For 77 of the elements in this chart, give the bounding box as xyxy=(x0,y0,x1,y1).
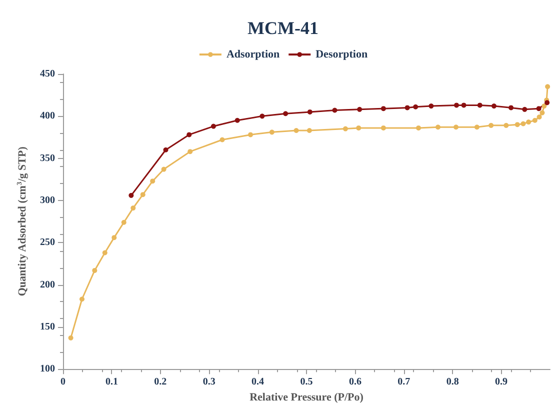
point xyxy=(454,102,459,108)
legend-label: Desorption xyxy=(316,48,368,60)
point xyxy=(435,124,440,130)
point xyxy=(80,296,84,302)
point xyxy=(380,125,386,130)
legend-label: Adsorption xyxy=(226,48,280,60)
point xyxy=(508,105,514,110)
point xyxy=(307,109,312,114)
x-tick-label: 0.3 xyxy=(202,376,216,388)
x-tick-label: 0.8 xyxy=(446,376,459,388)
y-tick-label: 100 xyxy=(40,364,55,375)
point xyxy=(380,106,386,112)
point xyxy=(342,126,348,132)
point xyxy=(128,192,134,198)
y-tick-label: 400 xyxy=(40,110,55,122)
point xyxy=(474,124,480,130)
point xyxy=(234,118,240,123)
y-tick-label: 350 xyxy=(40,152,55,164)
point xyxy=(283,111,288,116)
y-tick-label: 200 xyxy=(40,279,55,290)
point xyxy=(536,106,542,112)
point xyxy=(210,124,216,129)
point xyxy=(461,102,466,108)
point xyxy=(492,104,496,109)
point xyxy=(248,132,253,138)
x-tick-label: 0.1 xyxy=(105,376,118,388)
x-tick-label: 0.9 xyxy=(495,376,508,388)
point xyxy=(544,100,550,106)
point xyxy=(306,128,312,133)
point xyxy=(161,166,166,172)
point xyxy=(112,235,117,240)
point xyxy=(92,268,98,273)
point xyxy=(102,250,108,256)
point xyxy=(356,125,362,130)
point xyxy=(522,106,528,112)
point xyxy=(413,104,418,110)
point xyxy=(520,121,526,126)
point xyxy=(294,128,299,133)
x-tick-label: 0.6 xyxy=(348,376,362,388)
y-tick-label: 250 xyxy=(40,237,55,248)
point xyxy=(454,124,459,130)
point xyxy=(140,192,146,198)
point xyxy=(186,132,192,138)
point xyxy=(536,114,542,120)
point xyxy=(514,122,520,128)
x-tick-label: 0.4 xyxy=(252,376,264,388)
point xyxy=(526,120,532,125)
point xyxy=(428,104,434,109)
point xyxy=(188,149,193,154)
point xyxy=(532,118,538,123)
point xyxy=(220,137,225,142)
y-tick-label: 300 xyxy=(40,194,55,206)
point xyxy=(416,125,422,130)
point xyxy=(150,178,156,184)
point xyxy=(260,114,265,119)
point xyxy=(163,147,168,152)
y-tick-label: 150 xyxy=(40,321,55,332)
point xyxy=(121,220,126,225)
y-tick-label: 450 xyxy=(40,68,55,80)
x-axis-title: Relative Pressure (P/Po) xyxy=(250,392,364,404)
point xyxy=(504,122,509,128)
point xyxy=(540,110,545,116)
point xyxy=(545,84,550,90)
x-tick-label: 0.5 xyxy=(300,376,313,388)
x-tick-label: 0 xyxy=(60,376,66,388)
point xyxy=(130,206,136,211)
point xyxy=(488,122,494,128)
point xyxy=(542,104,547,109)
point xyxy=(332,108,338,113)
point xyxy=(68,335,74,340)
point xyxy=(357,106,362,112)
chart-title: MCM-41 xyxy=(248,18,318,38)
point xyxy=(477,102,482,108)
point xyxy=(404,105,410,110)
point xyxy=(269,130,274,135)
x-tick-label: 0.7 xyxy=(398,376,410,388)
x-tick-label: 0.2 xyxy=(154,376,167,388)
